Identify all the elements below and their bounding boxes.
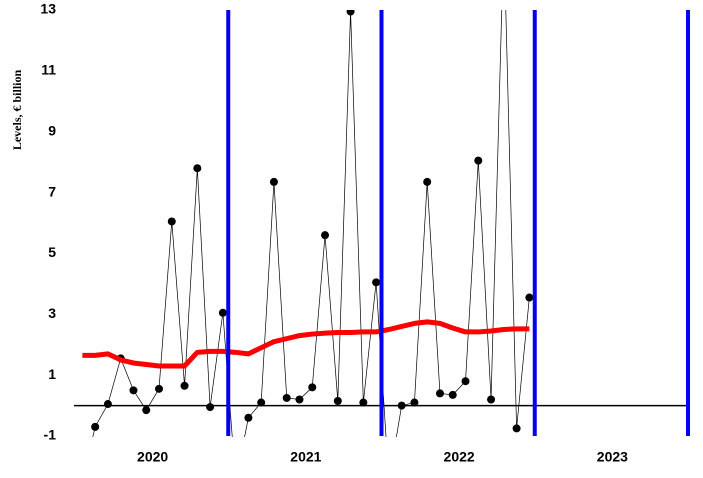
y-tick-label: 11 bbox=[41, 62, 56, 78]
data-point bbox=[129, 386, 138, 395]
data-point bbox=[142, 406, 151, 415]
data-point bbox=[423, 177, 432, 186]
y-tick-label: 1 bbox=[48, 366, 56, 382]
data-point bbox=[193, 164, 202, 173]
y-axis-label: Levels, € billion bbox=[10, 70, 24, 151]
data-point bbox=[474, 156, 483, 165]
data-point bbox=[487, 395, 496, 404]
data-point bbox=[269, 177, 278, 186]
y-tick-label: 7 bbox=[48, 183, 56, 199]
data-point bbox=[282, 393, 291, 402]
data-point bbox=[435, 389, 444, 398]
data-point bbox=[167, 217, 176, 226]
data-point bbox=[372, 278, 381, 287]
data-point bbox=[91, 422, 100, 431]
data-point bbox=[155, 384, 164, 393]
y-tick-label: 3 bbox=[48, 305, 56, 321]
data-point bbox=[180, 381, 189, 390]
data-point bbox=[103, 400, 112, 409]
data-point bbox=[512, 424, 521, 433]
data-point bbox=[448, 390, 457, 399]
data-point bbox=[257, 398, 266, 407]
x-tick-label: 2022 bbox=[444, 449, 475, 465]
data-point bbox=[308, 383, 317, 392]
data-point bbox=[206, 403, 215, 412]
data-point bbox=[218, 308, 227, 317]
x-tick-label: 2020 bbox=[137, 449, 168, 465]
data-point bbox=[346, 10, 355, 16]
plot-area bbox=[82, 10, 534, 437]
y-tick-label: 9 bbox=[48, 122, 56, 138]
series-line bbox=[82, 319, 530, 369]
data-point bbox=[461, 377, 470, 386]
x-tick-label: 2021 bbox=[290, 449, 321, 465]
data-point bbox=[333, 397, 342, 406]
data-point bbox=[525, 293, 534, 302]
data-point bbox=[244, 413, 253, 422]
data-point bbox=[295, 395, 304, 404]
data-point bbox=[410, 398, 419, 407]
series-line bbox=[92, 10, 530, 437]
x-tick-label: 2023 bbox=[597, 449, 628, 465]
y-tick-label: 13 bbox=[40, 1, 56, 17]
data-point bbox=[321, 231, 330, 240]
y-tick-label: -1 bbox=[44, 427, 57, 443]
y-tick-label: 5 bbox=[48, 244, 56, 260]
data-point bbox=[359, 398, 368, 407]
